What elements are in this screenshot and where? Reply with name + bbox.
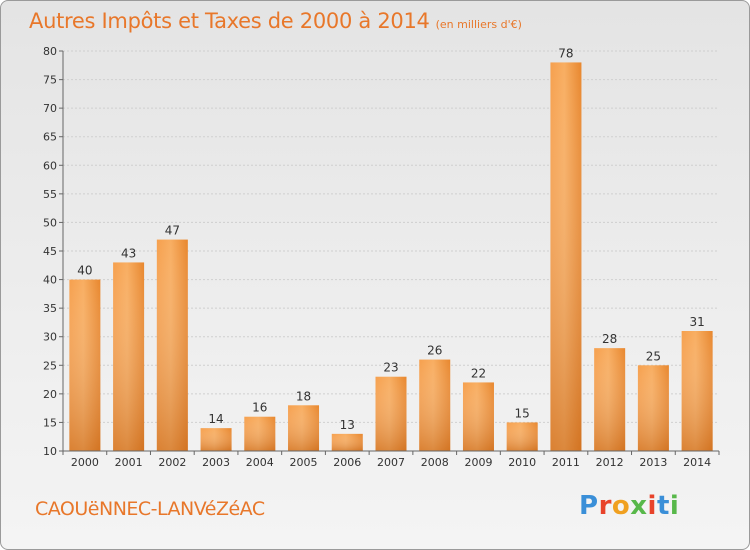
bar-shade bbox=[244, 416, 276, 451]
y-tick-label: 75 bbox=[43, 74, 57, 87]
bar-value-label: 78 bbox=[558, 46, 573, 60]
logo-letter: o bbox=[611, 491, 631, 521]
y-tick-label: 70 bbox=[43, 102, 57, 115]
x-tick-label: 2009 bbox=[464, 456, 492, 469]
commune-name: CAOUëNNEC-LANVéZéAC bbox=[35, 498, 265, 520]
bar-value-label: 14 bbox=[208, 412, 223, 426]
x-tick-label: 2003 bbox=[202, 456, 230, 469]
bar-chart: 10 15 20 25 30 35 40 45 50 55 60 65 70 75 80 40 43 47 14 1… bbox=[43, 45, 720, 469]
x-tick-label: 2012 bbox=[596, 456, 624, 469]
bar-value-label: 26 bbox=[427, 344, 442, 358]
x-tick-label: 2004 bbox=[246, 456, 274, 469]
y-tick-label: 60 bbox=[43, 159, 57, 172]
bar-value-label: 18 bbox=[296, 389, 311, 403]
bar-shade bbox=[331, 433, 363, 451]
bar-value-label: 25 bbox=[646, 349, 661, 363]
x-tick-label: 2007 bbox=[377, 456, 405, 469]
x-tick-label: 2008 bbox=[421, 456, 449, 469]
bar-value-label: 40 bbox=[77, 264, 92, 278]
x-tick-label: 2001 bbox=[115, 456, 143, 469]
bar-value-label: 47 bbox=[165, 224, 180, 238]
y-tick-label: 40 bbox=[43, 274, 57, 287]
y-tick-label: 20 bbox=[43, 388, 57, 401]
bar-shade bbox=[113, 262, 145, 451]
x-tick-label: 2011 bbox=[552, 456, 580, 469]
y-axis: 10 15 20 25 30 35 40 45 50 55 60 65 70 75 80 bbox=[43, 45, 64, 458]
bar-shade bbox=[637, 365, 669, 451]
title-text: Autres Impôts et Taxes de 2000 à 2014 bbox=[29, 9, 430, 33]
y-tick-label: 35 bbox=[43, 302, 57, 315]
bar-shade bbox=[69, 279, 101, 451]
bar-shade bbox=[550, 62, 582, 452]
x-tick-label: 2014 bbox=[683, 456, 711, 469]
bar-shade bbox=[200, 428, 232, 451]
logo-letter: i bbox=[669, 491, 680, 521]
logo-letter: P bbox=[579, 491, 599, 521]
bar-shade bbox=[681, 331, 713, 451]
y-tick-label: 80 bbox=[43, 45, 57, 58]
bar-value-label: 31 bbox=[689, 315, 704, 329]
bar-shade bbox=[375, 376, 407, 451]
bar-shade bbox=[506, 422, 538, 451]
x-tick-label: 2010 bbox=[508, 456, 536, 469]
bar-value-label: 15 bbox=[515, 406, 530, 420]
bar-shade bbox=[419, 359, 451, 451]
y-tick-label: 10 bbox=[43, 445, 57, 458]
bar-value-label: 43 bbox=[121, 246, 136, 260]
y-tick-label: 30 bbox=[43, 331, 57, 344]
bar-shade bbox=[156, 239, 188, 451]
logo-letter: t bbox=[656, 491, 670, 521]
x-tick-label: 2002 bbox=[158, 456, 186, 469]
y-tick-label: 45 bbox=[43, 245, 57, 258]
bar-shade bbox=[288, 405, 320, 451]
chart-title: Autres Impôts et Taxes de 2000 à 2014 (en… bbox=[29, 9, 522, 33]
x-tick-label: 2013 bbox=[639, 456, 667, 469]
logo-letter: r bbox=[598, 491, 612, 521]
y-tick-label: 25 bbox=[43, 359, 57, 372]
x-tick-label: 2005 bbox=[290, 456, 318, 469]
bar-value-label: 23 bbox=[383, 361, 398, 375]
x-tick-label: 2006 bbox=[333, 456, 361, 469]
bars: 40 43 47 14 16 18 13 23 26 22 15 78 28 25 31 bbox=[69, 46, 713, 452]
y-tick-label: 55 bbox=[43, 188, 57, 201]
bar-value-label: 16 bbox=[252, 401, 267, 415]
bar-value-label: 13 bbox=[340, 418, 355, 432]
y-tick-label: 15 bbox=[43, 416, 57, 429]
logo-letter: x bbox=[630, 491, 648, 521]
proxiti-logo[interactable]: Proxiti bbox=[579, 491, 679, 521]
x-axis: 2000 2001 2002 2003 2004 2005 2006 2007 2008 2009… bbox=[62, 450, 720, 469]
bar-shade bbox=[462, 382, 494, 451]
bar-value-label: 28 bbox=[602, 332, 617, 346]
bar-value-label: 22 bbox=[471, 366, 486, 380]
logo-letter: i bbox=[647, 491, 657, 521]
bar-shade bbox=[594, 348, 626, 451]
title-unit: (en milliers d'€) bbox=[435, 18, 522, 31]
y-tick-label: 50 bbox=[43, 216, 57, 229]
y-tick-label: 65 bbox=[43, 131, 57, 144]
x-tick-label: 2000 bbox=[71, 456, 99, 469]
